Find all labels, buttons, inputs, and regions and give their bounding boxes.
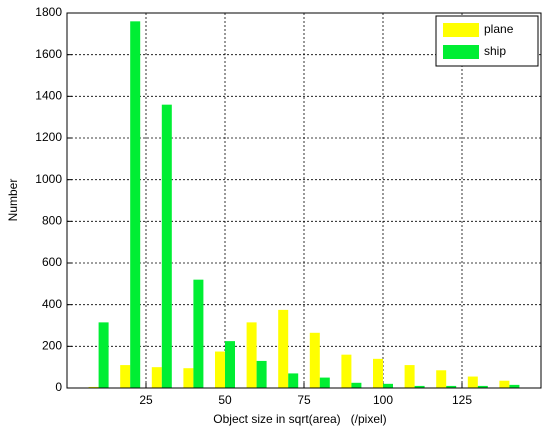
bar bbox=[256, 360, 267, 388]
bar bbox=[161, 104, 172, 389]
bar bbox=[509, 384, 520, 388]
y-tick-label: 1600 bbox=[35, 47, 62, 61]
x-axis-label: Object size in sqrt(area) (/pixel) bbox=[213, 412, 386, 426]
bar bbox=[404, 365, 415, 388]
bar bbox=[130, 21, 141, 388]
plot-frame bbox=[66, 12, 542, 389]
x-tick-label: 100 bbox=[373, 393, 393, 407]
x-tick-label: 25 bbox=[139, 393, 153, 407]
y-tick-label: 1800 bbox=[35, 5, 62, 19]
bar bbox=[373, 358, 383, 388]
y-tick-label: 400 bbox=[42, 297, 62, 311]
y-tick-label: 0 bbox=[55, 380, 62, 394]
legend-swatch bbox=[443, 45, 479, 59]
bar bbox=[288, 373, 299, 388]
legend-label: ship bbox=[484, 44, 506, 58]
bar bbox=[383, 383, 393, 388]
bar bbox=[98, 322, 109, 388]
bar bbox=[193, 279, 204, 388]
x-tick-label: 125 bbox=[452, 393, 472, 407]
bar bbox=[183, 368, 194, 388]
y-axis-label: Number bbox=[6, 179, 20, 222]
bar bbox=[414, 385, 425, 388]
y-tick-label: 600 bbox=[42, 255, 62, 269]
bar bbox=[477, 385, 488, 388]
bar bbox=[446, 385, 457, 388]
bar bbox=[151, 367, 162, 388]
bar bbox=[225, 341, 235, 388]
y-tick-label: 1400 bbox=[35, 89, 62, 103]
bar bbox=[278, 309, 289, 388]
bar bbox=[499, 380, 510, 388]
x-tick-label: 75 bbox=[297, 393, 311, 407]
y-tick-label: 1000 bbox=[35, 172, 62, 186]
bar bbox=[246, 322, 257, 388]
bar bbox=[215, 351, 225, 388]
bar bbox=[120, 365, 131, 388]
bar bbox=[467, 376, 478, 388]
y-tick-label: 1200 bbox=[35, 130, 62, 144]
bar bbox=[88, 386, 99, 388]
legend-swatch bbox=[443, 23, 479, 37]
bar bbox=[351, 382, 362, 388]
bar bbox=[436, 370, 447, 388]
y-tick-label: 800 bbox=[42, 214, 62, 228]
bar bbox=[319, 377, 330, 388]
legend-label: plane bbox=[484, 22, 514, 36]
bar bbox=[309, 332, 320, 388]
y-tick-label: 200 bbox=[42, 339, 62, 353]
x-tick-label: 50 bbox=[218, 393, 232, 407]
bar bbox=[341, 354, 352, 388]
